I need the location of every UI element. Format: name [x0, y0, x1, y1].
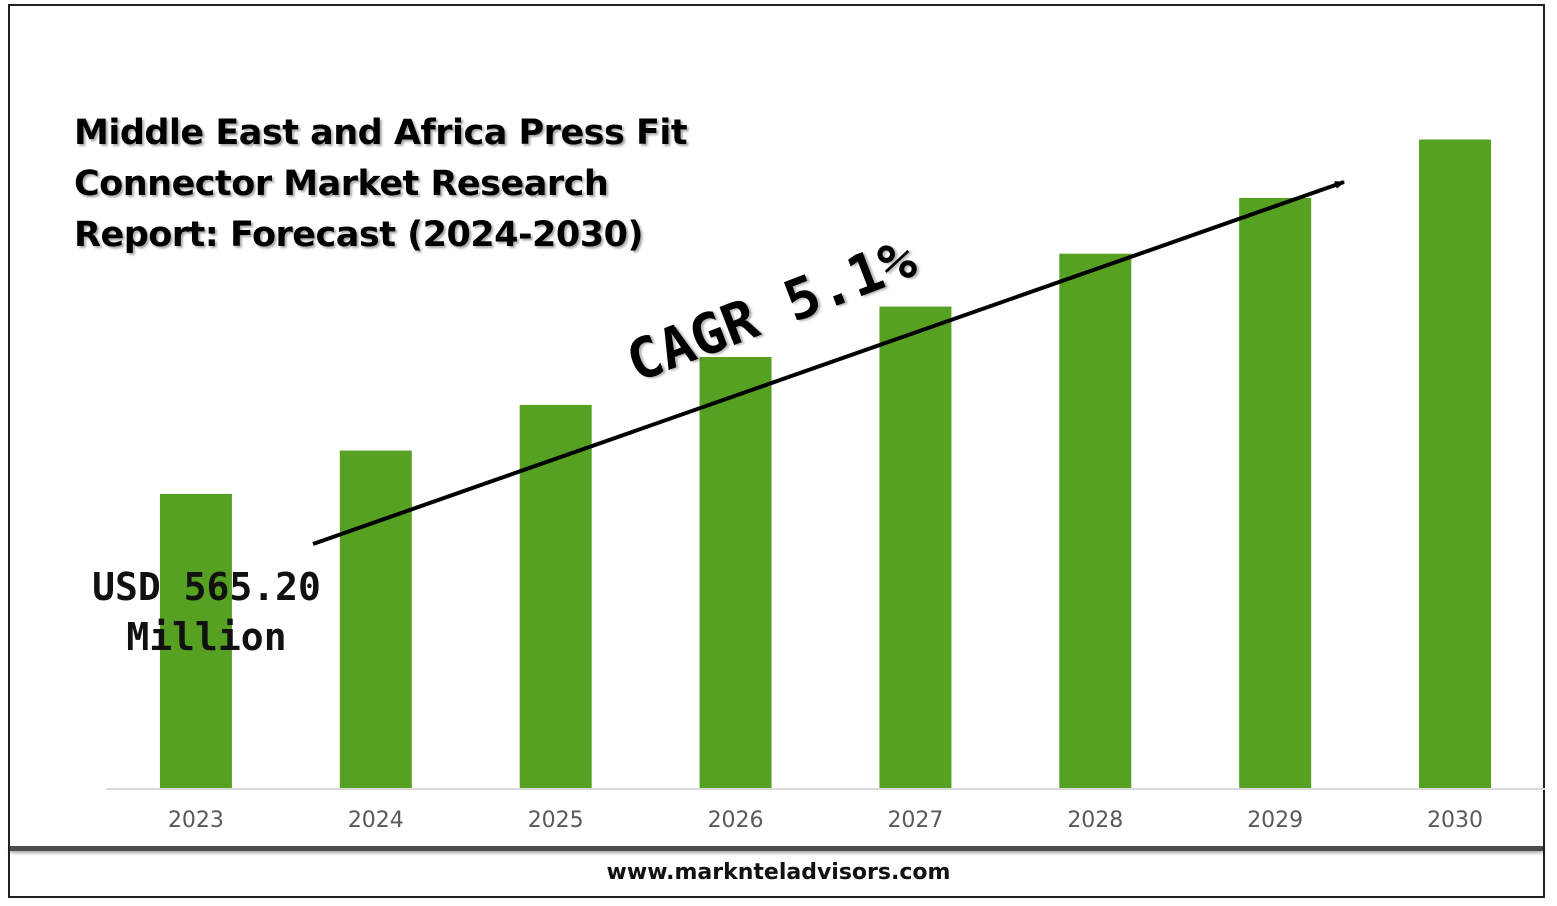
x-tick-label-2029: 2029	[1247, 808, 1303, 833]
footer-website: www.marknteladvisors.com	[606, 860, 951, 885]
base-value-amount: USD 565.20	[92, 565, 321, 609]
chart-title: Middle East and Africa Press Fit Connect…	[74, 108, 714, 261]
x-tick-label-2026: 2026	[708, 808, 764, 833]
footer-divider	[10, 846, 1543, 851]
bar-2024	[339, 450, 412, 788]
bar-2028	[1059, 253, 1132, 788]
bar-2027	[879, 306, 952, 788]
bar-2030	[1419, 139, 1492, 788]
base-value-unit: Million	[126, 615, 287, 659]
bar-2023	[159, 493, 232, 788]
bar-2025	[519, 404, 592, 788]
chart-title-line-2: Connector Market Research	[74, 164, 609, 204]
growth-arrow	[312, 180, 1345, 546]
x-tick-label-2027: 2027	[887, 808, 943, 833]
x-axis-tick-labels: 2023 2024 2025 2026 2027 2028 2029 2030	[168, 808, 1483, 833]
chart-title-line-3: Report: Forecast (2024-2030)	[74, 215, 643, 255]
bar-2029	[1239, 197, 1312, 789]
x-tick-label-2028: 2028	[1067, 808, 1123, 833]
x-tick-label-2025: 2025	[528, 808, 584, 833]
x-tick-label-2030: 2030	[1427, 808, 1483, 833]
base-value-annotation: USD 565.20 Million	[84, 562, 329, 662]
chart-title-line-1: Middle East and Africa Press Fit	[74, 113, 688, 153]
bar-series	[159, 139, 1492, 789]
x-tick-label-2023: 2023	[168, 808, 224, 833]
x-tick-label-2024: 2024	[348, 808, 404, 833]
bar-2026	[699, 357, 772, 788]
